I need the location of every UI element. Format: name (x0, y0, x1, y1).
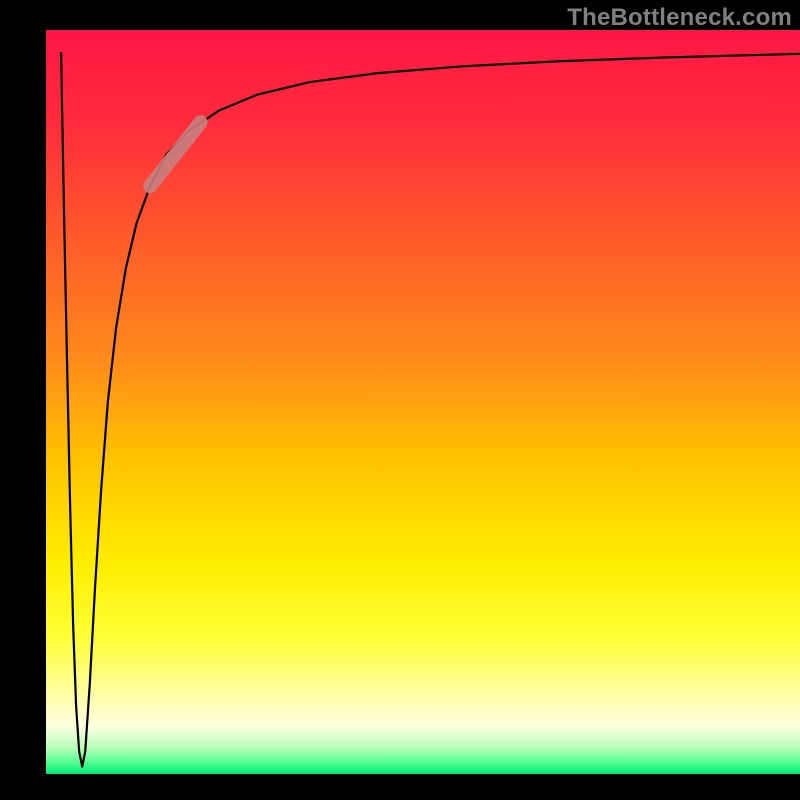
chart-container: TheBottleneck.com (0, 0, 800, 800)
plot-area (46, 30, 800, 774)
gradient-background (46, 30, 800, 774)
plot-svg (46, 30, 800, 774)
watermark-text: TheBottleneck.com (567, 4, 792, 32)
